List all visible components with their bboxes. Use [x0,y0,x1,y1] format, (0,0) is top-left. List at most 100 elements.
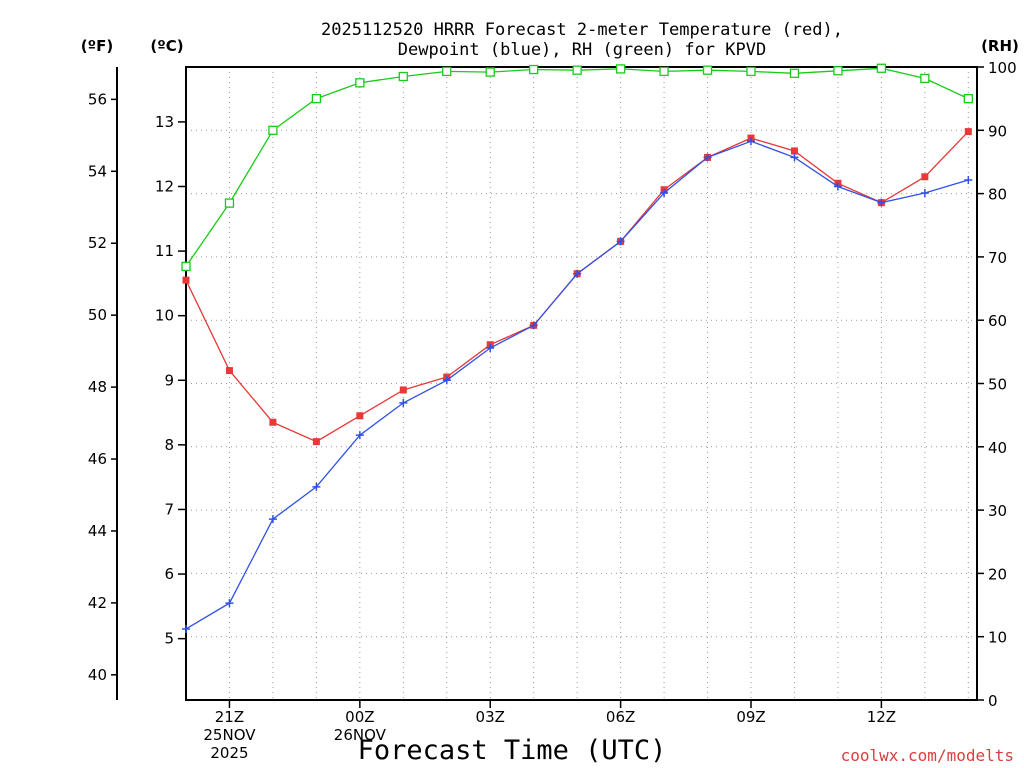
x-tick-label: 03Z [476,708,505,726]
rh-point [702,65,713,75]
temperature-point [964,128,972,136]
x-tick-label: 12Z [867,708,896,726]
rh-point [963,94,973,104]
celsius-tick-label: 8 [164,436,174,454]
dewpoint-point [486,343,495,352]
rh-point [746,66,756,77]
temperature-point [269,418,277,426]
rh-point [485,67,495,77]
celsius-tick-label: 6 [164,565,174,583]
rh-point [876,63,887,73]
rh-point [789,68,800,78]
rh-point [572,65,582,75]
temperature-point [399,386,407,394]
rh-point [529,64,539,75]
celsius-axis-label: (ºC) [150,37,183,55]
fahrenheit-tick-label: 42 [88,594,107,612]
temperature-line [185,131,969,443]
rh-tick-label: 90 [988,122,1007,140]
dewpoint-point [268,515,277,524]
dewpoint-line [185,140,969,630]
rh-point [659,66,669,77]
rh-point [615,64,626,74]
dewpoint-point [182,624,190,633]
rh-point [398,71,408,82]
dewpoint-point [573,269,582,278]
celsius-tick-label: 13 [155,113,174,131]
fahrenheit-tick-label: 54 [88,162,107,180]
rh-point [311,94,322,104]
x-tick-label: 26NOV [334,726,387,744]
rh-point [920,73,930,84]
chart-title-line-1: 2025112520 HRRR Forecast 2-meter Tempera… [321,20,843,40]
rh-tick-label: 50 [988,376,1007,394]
x-tick-label: 25NOV [203,726,256,744]
rh-point [224,198,235,208]
celsius-tick-label: 9 [164,371,174,389]
dewpoint-point [747,137,755,146]
axes: 5678910111213404244464850525456010203040… [88,59,1017,762]
celsius-tick-label: 7 [164,500,174,518]
x-axis-title: Forecast Time (UTC) [358,735,667,766]
dewpoint-point [703,153,712,162]
dewpoint-point [442,376,451,385]
fahrenheit-axis-label: (ºF) [81,37,113,55]
rh-tick-label: 0 [988,692,998,710]
chart-title-line-2: Dewpoint (blue), RH (green) for KPVD [398,40,766,60]
rh-tick-label: 30 [988,502,1007,520]
dewpoint-point [399,398,408,407]
x-tick-label: 00Z [345,708,374,726]
dewpoint-point [920,188,929,197]
dewpoint-point [529,321,538,330]
dewpoint-point [660,188,669,197]
rh-tick-label: 80 [988,186,1007,204]
rh-tick-label: 100 [988,59,1017,77]
dewpoint-point [833,182,842,191]
rh-point [355,78,365,88]
rh-tick-label: 20 [988,565,1007,583]
fahrenheit-tick-label: 52 [88,234,107,252]
rh-tick-label: 60 [988,312,1007,330]
temperature-point [921,173,929,181]
series-dewpoint [182,137,973,633]
fahrenheit-tick-label: 50 [88,306,107,324]
celsius-tick-label: 12 [155,177,174,195]
temperature-point [790,147,798,155]
data-series [181,63,973,633]
x-tick-label: 2025 [210,744,248,762]
rh-point [442,66,452,77]
site-credit: coolwx.com/modelts [841,746,1014,765]
rh-tick-label: 40 [988,439,1007,457]
series-rh [181,63,973,272]
rh-point [268,125,278,135]
rh-tick-label: 70 [988,249,1007,267]
dewpoint-point [964,176,973,185]
temperature-point [225,367,233,375]
rh-point [181,261,191,272]
fahrenheit-tick-label: 48 [88,378,107,396]
temperature-point [182,276,190,284]
x-tick-label: 06Z [606,708,635,726]
celsius-tick-label: 5 [164,630,174,648]
dewpoint-point [225,599,234,608]
dewpoint-point [790,153,799,162]
rh-axis-label: (RH) [981,37,1019,55]
rh-tick-label: 10 [988,629,1007,647]
x-tick-label: 21Z [215,708,244,726]
rh-point [833,66,843,76]
celsius-tick-label: 10 [155,307,174,325]
fahrenheit-tick-label: 40 [88,666,107,684]
dewpoint-point [877,198,886,207]
temperature-point [356,412,364,420]
fahrenheit-tick-label: 56 [88,90,107,108]
temperature-point [312,438,320,446]
fahrenheit-tick-label: 46 [88,450,107,468]
fahrenheit-tick-label: 44 [88,522,107,540]
grid-lines [186,67,977,700]
dewpoint-point [616,237,625,246]
dewpoint-point [312,482,321,491]
dewpoint-point [355,431,364,440]
celsius-tick-label: 11 [155,242,174,260]
x-tick-label: 09Z [736,708,765,726]
